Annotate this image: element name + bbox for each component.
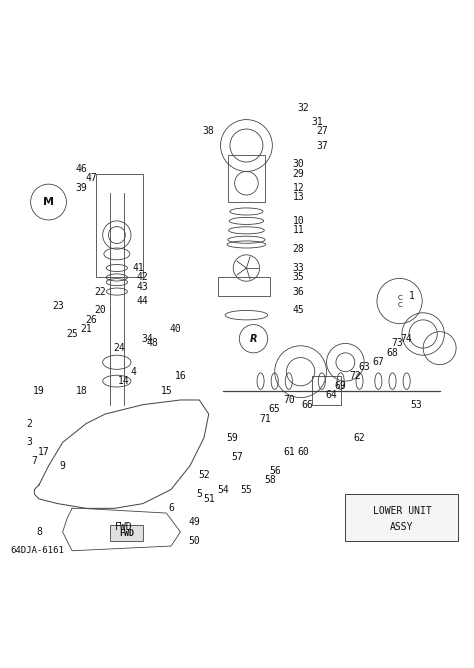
Text: 62: 62 (354, 433, 365, 443)
Text: 48: 48 (146, 339, 158, 349)
Text: 7: 7 (31, 456, 37, 466)
Bar (228, 155, 265, 202)
Text: 19: 19 (33, 385, 45, 395)
Text: 20: 20 (94, 305, 106, 315)
Text: 8: 8 (36, 527, 42, 537)
Text: 63: 63 (358, 362, 370, 372)
Text: 55: 55 (240, 484, 252, 494)
Text: 50: 50 (189, 536, 201, 546)
Text: 36: 36 (292, 287, 304, 297)
Text: 11: 11 (292, 225, 304, 235)
Text: 28: 28 (292, 244, 304, 255)
Text: 70: 70 (283, 395, 295, 405)
Text: 24: 24 (113, 343, 125, 353)
Text: 6: 6 (168, 504, 174, 513)
Text: 67: 67 (373, 357, 384, 367)
Text: 17: 17 (38, 447, 50, 457)
Text: 27: 27 (316, 126, 328, 136)
Text: 38: 38 (203, 126, 215, 136)
Text: M: M (43, 197, 54, 207)
Text: 66: 66 (302, 399, 314, 409)
Text: 53: 53 (410, 399, 422, 409)
Text: FWD: FWD (119, 529, 134, 538)
Text: 25: 25 (66, 329, 78, 339)
Text: 68: 68 (387, 348, 398, 358)
Text: 29: 29 (292, 169, 304, 179)
Text: 57: 57 (231, 452, 243, 462)
Text: 2: 2 (27, 419, 33, 429)
Text: 26: 26 (85, 315, 97, 325)
Text: 30: 30 (292, 160, 304, 170)
Text: 59: 59 (227, 433, 238, 443)
Text: 60: 60 (297, 447, 309, 457)
Text: 4: 4 (130, 367, 136, 377)
Text: 37: 37 (316, 140, 328, 150)
Text: 13: 13 (292, 192, 304, 202)
Text: 72: 72 (349, 371, 361, 381)
Text: 41: 41 (132, 263, 144, 273)
Text: 69: 69 (335, 381, 346, 391)
Text: 14: 14 (118, 376, 130, 386)
Text: 43: 43 (137, 282, 149, 292)
Text: 1: 1 (409, 291, 414, 301)
Text: 10: 10 (292, 216, 304, 226)
Text: 31: 31 (311, 117, 323, 127)
Text: 73: 73 (392, 339, 403, 349)
Text: 61: 61 (283, 447, 295, 457)
Text: 18: 18 (76, 385, 87, 395)
Text: 52: 52 (198, 470, 210, 480)
Text: 33: 33 (292, 263, 304, 273)
Text: 74: 74 (401, 334, 412, 344)
Text: 54: 54 (217, 484, 229, 494)
Text: 39: 39 (76, 183, 87, 193)
Text: 51: 51 (203, 494, 215, 504)
Text: 46: 46 (76, 164, 87, 174)
Text: 40: 40 (170, 324, 182, 334)
Text: 3: 3 (27, 438, 33, 448)
Text: 64: 64 (325, 390, 337, 400)
Text: R: R (250, 334, 257, 344)
Text: 45: 45 (292, 305, 304, 315)
Text: 44: 44 (137, 296, 149, 306)
Text: 35: 35 (292, 273, 304, 283)
Text: 12: 12 (292, 183, 304, 193)
Text: 34: 34 (142, 334, 154, 344)
Bar (312, 376, 341, 405)
Text: 42: 42 (137, 273, 149, 283)
Text: 56: 56 (269, 466, 281, 476)
Bar (110, 525, 143, 541)
Text: 22: 22 (94, 287, 106, 297)
Text: 65: 65 (269, 404, 281, 414)
Text: 16: 16 (174, 371, 186, 381)
Bar (218, 277, 270, 297)
Text: 64DJA-6161: 64DJA-6161 (11, 546, 64, 556)
Text: C
C: C C (397, 295, 402, 307)
Text: 49: 49 (189, 518, 201, 528)
Bar (96, 174, 143, 277)
Text: 23: 23 (52, 301, 64, 311)
Text: 47: 47 (85, 174, 97, 184)
Text: 32: 32 (297, 103, 309, 113)
Text: 9: 9 (60, 461, 65, 471)
Text: FWD: FWD (115, 522, 133, 532)
Text: 5: 5 (196, 489, 202, 499)
Text: 58: 58 (264, 475, 276, 485)
Text: ASSY: ASSY (390, 522, 414, 532)
Text: 21: 21 (80, 324, 92, 334)
Bar (346, 494, 458, 541)
Text: 71: 71 (259, 413, 271, 424)
Text: 15: 15 (160, 385, 172, 395)
Text: LOWER UNIT: LOWER UNIT (373, 506, 431, 516)
